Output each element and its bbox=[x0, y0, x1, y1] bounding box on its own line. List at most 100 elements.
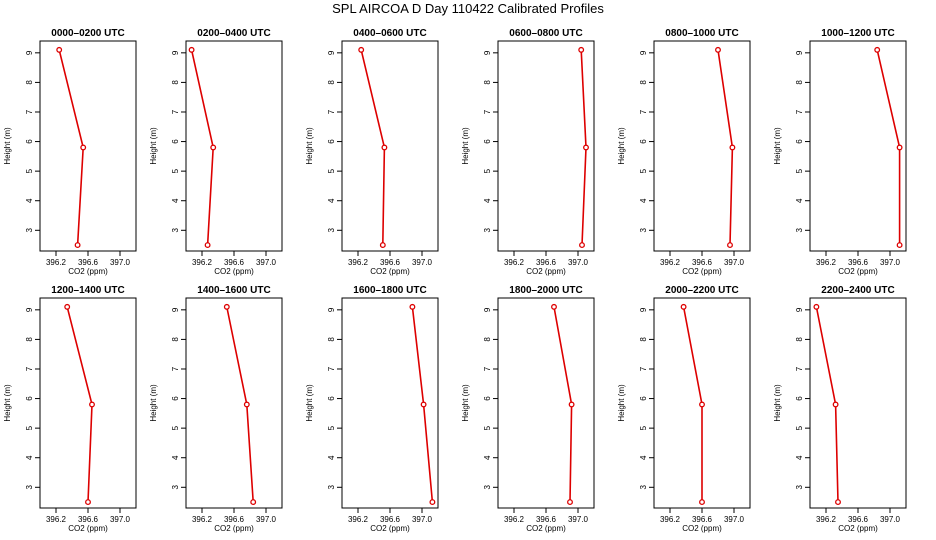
x-axis-label: CO2 (ppm) bbox=[838, 524, 878, 533]
y-tick-label: 8 bbox=[483, 337, 492, 342]
y-tick-label: 3 bbox=[639, 485, 648, 490]
x-axis-label: CO2 (ppm) bbox=[526, 267, 566, 276]
x-tick-label: 396.6 bbox=[536, 515, 557, 524]
y-tick-label: 7 bbox=[171, 109, 180, 114]
x-tick-label: 397.0 bbox=[110, 258, 131, 267]
y-tick-label: 9 bbox=[483, 307, 492, 312]
y-tick-label: 5 bbox=[171, 168, 180, 173]
y-tick-label: 8 bbox=[795, 337, 804, 342]
y-tick-label: 9 bbox=[25, 307, 34, 312]
y-tick-label: 4 bbox=[639, 455, 648, 460]
y-tick-label: 7 bbox=[639, 366, 648, 371]
x-tick-label: 396.6 bbox=[78, 515, 99, 524]
x-tick-label: 397.0 bbox=[110, 515, 131, 524]
data-point bbox=[680, 303, 687, 310]
y-tick-label: 6 bbox=[795, 396, 804, 401]
x-tick-label: 397.0 bbox=[412, 515, 433, 524]
y-tick-label: 9 bbox=[171, 50, 180, 55]
y-tick-label: 4 bbox=[327, 455, 336, 460]
x-axis-label: CO2 (ppm) bbox=[838, 267, 878, 276]
data-point bbox=[568, 401, 575, 408]
data-point bbox=[699, 499, 705, 506]
x-tick-label: 396.2 bbox=[816, 515, 837, 524]
profile-line bbox=[876, 49, 901, 246]
x-axis-label: CO2 (ppm) bbox=[214, 524, 254, 533]
plot-frame bbox=[39, 40, 137, 252]
y-tick-label: 4 bbox=[639, 198, 648, 203]
y-tick-label: 3 bbox=[639, 228, 648, 233]
y-tick-label: 9 bbox=[327, 307, 336, 312]
panel-title: 1000–1200 UTC bbox=[821, 28, 894, 39]
x-tick-label: 397.0 bbox=[880, 515, 901, 524]
y-tick-label: 6 bbox=[327, 396, 336, 401]
x-tick-label: 396.6 bbox=[380, 515, 401, 524]
y-tick-label: 4 bbox=[25, 455, 34, 460]
data-point bbox=[896, 242, 903, 249]
y-tick-label: 8 bbox=[483, 80, 492, 85]
y-tick-label: 4 bbox=[483, 198, 492, 203]
data-point bbox=[715, 46, 721, 53]
x-tick-label: 396.2 bbox=[46, 258, 67, 267]
panel-title: 1800–2000 UTC bbox=[509, 285, 582, 296]
y-axis-label: Height (m) bbox=[461, 127, 470, 165]
data-point bbox=[583, 144, 589, 151]
y-axis-label: Height (m) bbox=[305, 384, 314, 422]
y-tick-label: 6 bbox=[639, 139, 648, 144]
x-tick-label: 397.0 bbox=[412, 258, 433, 267]
x-tick-label: 396.6 bbox=[692, 258, 713, 267]
y-axis-label: Height (m) bbox=[461, 384, 470, 422]
x-tick-label: 397.0 bbox=[880, 258, 901, 267]
y-tick-label: 9 bbox=[639, 50, 648, 55]
x-tick-label: 397.0 bbox=[724, 515, 745, 524]
x-axis-label: CO2 (ppm) bbox=[682, 524, 722, 533]
y-tick-label: 3 bbox=[171, 485, 180, 490]
x-tick-label: 396.2 bbox=[660, 258, 681, 267]
data-point bbox=[579, 242, 585, 249]
y-tick-label: 6 bbox=[483, 139, 492, 144]
y-tick-label: 3 bbox=[25, 228, 34, 233]
panel-title: 0800–1000 UTC bbox=[665, 28, 738, 39]
panel-title: 0000–0200 UTC bbox=[51, 28, 124, 39]
plot-frame bbox=[497, 297, 595, 509]
y-tick-label: 5 bbox=[25, 425, 34, 430]
y-tick-label: 8 bbox=[327, 337, 336, 342]
panel-title: 0400–0600 UTC bbox=[353, 28, 426, 39]
panel-title: 2000–2200 UTC bbox=[665, 285, 738, 296]
data-point bbox=[223, 303, 230, 310]
y-tick-label: 5 bbox=[25, 168, 34, 173]
x-tick-label: 396.2 bbox=[192, 515, 213, 524]
y-tick-label: 6 bbox=[795, 139, 804, 144]
y-tick-label: 4 bbox=[483, 455, 492, 460]
x-tick-label: 396.2 bbox=[504, 515, 525, 524]
x-tick-label: 396.2 bbox=[348, 258, 369, 267]
x-axis-label: CO2 (ppm) bbox=[370, 267, 410, 276]
y-tick-label: 3 bbox=[171, 228, 180, 233]
y-tick-label: 9 bbox=[171, 307, 180, 312]
panel-title: 0200–0400 UTC bbox=[197, 28, 270, 39]
y-tick-label: 5 bbox=[639, 168, 648, 173]
profile-line bbox=[58, 49, 85, 246]
data-point bbox=[358, 46, 365, 53]
panel-title: 2200–2400 UTC bbox=[821, 285, 894, 296]
y-axis-label: Height (m) bbox=[3, 127, 12, 165]
data-point bbox=[578, 46, 585, 53]
y-tick-label: 6 bbox=[25, 396, 34, 401]
y-axis-label: Height (m) bbox=[773, 384, 782, 422]
plot-frame bbox=[809, 297, 907, 509]
plot-frame bbox=[653, 40, 751, 252]
plot-frame bbox=[39, 297, 137, 509]
data-point bbox=[64, 303, 71, 310]
x-axis-label: CO2 (ppm) bbox=[682, 267, 722, 276]
y-tick-label: 6 bbox=[171, 139, 180, 144]
y-tick-label: 5 bbox=[483, 168, 492, 173]
x-tick-label: 397.0 bbox=[568, 258, 589, 267]
data-point bbox=[727, 242, 733, 249]
